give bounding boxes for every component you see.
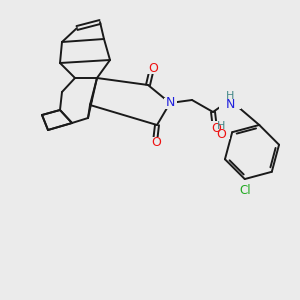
Text: H: H <box>226 91 234 101</box>
FancyBboxPatch shape <box>208 121 230 139</box>
Text: Cl: Cl <box>239 184 250 196</box>
FancyBboxPatch shape <box>236 184 254 196</box>
FancyBboxPatch shape <box>219 91 241 109</box>
Text: H: H <box>217 121 225 131</box>
FancyBboxPatch shape <box>209 124 223 134</box>
FancyBboxPatch shape <box>146 62 160 74</box>
Text: O: O <box>148 61 158 74</box>
Text: O: O <box>151 136 161 148</box>
Text: N: N <box>165 97 175 110</box>
Text: N: N <box>225 98 235 110</box>
Text: O: O <box>211 122 221 136</box>
FancyBboxPatch shape <box>149 136 163 148</box>
Text: O: O <box>216 128 226 141</box>
FancyBboxPatch shape <box>164 98 176 109</box>
